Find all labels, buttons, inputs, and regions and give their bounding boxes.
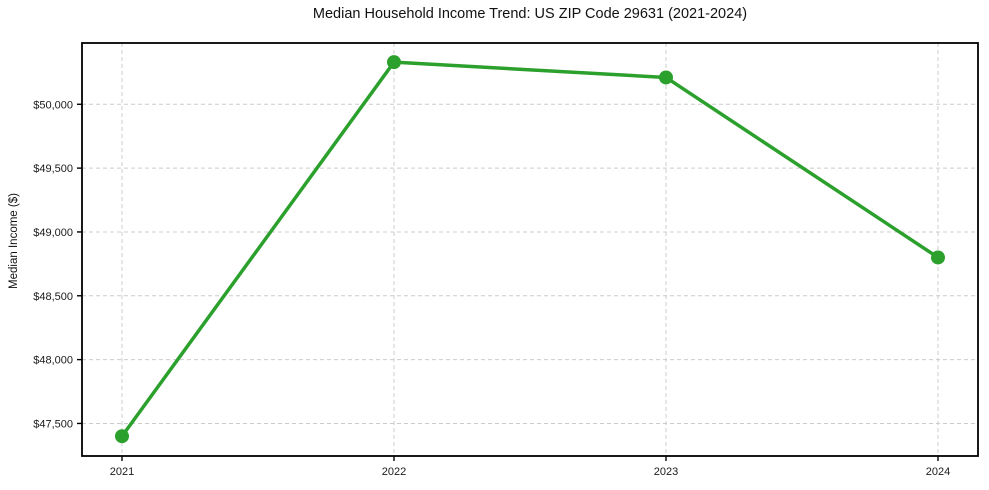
x-tick-label: 2023 [654,466,678,478]
y-tick-label: $49,000 [33,227,73,239]
x-tick-label: 2022 [382,466,406,478]
data-point-marker [387,55,401,70]
trend-line [120,60,940,438]
y-tick-label: $48,500 [33,291,73,303]
data-point-marker [931,250,945,265]
data-point-marker [659,70,673,85]
x-tick-label: 2024 [926,466,950,478]
y-tick-label: $48,000 [33,355,73,367]
data-point-marker [115,429,129,444]
x-tick-label: 2021 [110,466,134,478]
y-tick-label: $50,000 [33,99,73,111]
y-tick-label: $47,500 [33,418,73,430]
chart-title: Median Household Income Trend: US ZIP Co… [312,6,748,22]
y-tick-label: $49,500 [33,163,73,175]
axis-frame [81,42,979,457]
